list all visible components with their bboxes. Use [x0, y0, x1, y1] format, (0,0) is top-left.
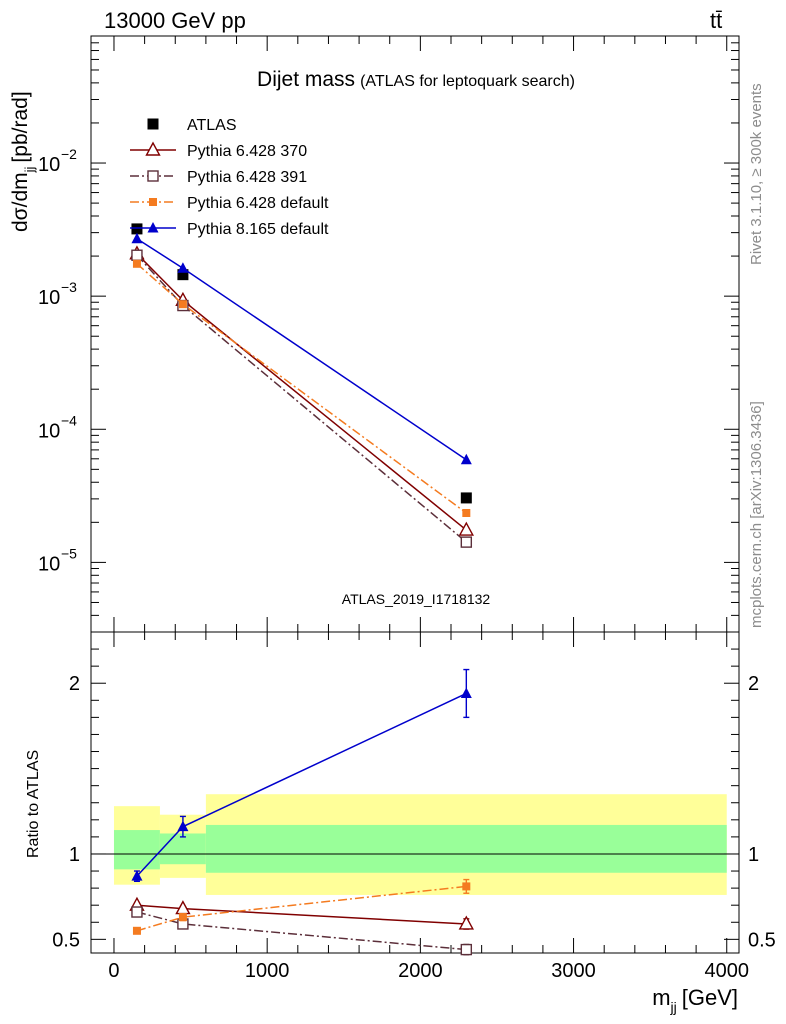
data-point	[131, 223, 143, 235]
x-axis-label-sub: jj	[670, 999, 677, 1015]
y-tick-label-exp: −2	[61, 146, 77, 162]
chart-title: Dijet mass (ATLAS for leptoquark search)	[257, 68, 575, 91]
legend-marker	[149, 198, 157, 206]
ratio-data-point	[458, 915, 474, 930]
x-tick-label: 2000	[398, 960, 443, 982]
legend-marker	[147, 118, 159, 130]
x-tick-label: 0	[108, 960, 119, 982]
rivet-label: Rivet 3.1.10, ≥ 300k events	[748, 83, 765, 265]
ratio-data-point	[131, 870, 143, 881]
y-tick-label-base: 10	[38, 287, 60, 309]
chart-title-main: Dijet mass	[257, 68, 355, 91]
ratio-data-point	[131, 906, 143, 918]
ratio-panel: 0.5 0.5 1 1 2 2 0 1000 2000 3000 4000 Ratio to ATLA…	[25, 631, 776, 1015]
ratio-data-point	[178, 913, 187, 922]
ratio-y-tick-label-right: 2	[748, 673, 759, 695]
uncertainty-band-inner	[113, 830, 160, 870]
series-0	[131, 223, 472, 504]
data-point	[460, 536, 473, 548]
ratio-y-tick-label: 2	[69, 673, 80, 695]
legend-marker	[147, 170, 159, 182]
legend-item: Pythia 6.428 default	[130, 195, 329, 212]
legend-item: Pythia 6.428 370	[130, 141, 307, 160]
analysis-watermark: ATLAS_2019_I1718132	[342, 591, 491, 607]
data-point	[460, 492, 472, 504]
y-axis-label-unit: [pb/rad]	[9, 91, 32, 162]
ratio-series-2	[132, 878, 471, 935]
data-point	[178, 300, 187, 309]
ratio-y-tick-label: 1	[69, 844, 80, 866]
series-4	[131, 232, 472, 465]
data-point	[458, 521, 474, 536]
x-axis-label-unit: [GeV]	[682, 985, 738, 1010]
data-point	[462, 508, 471, 517]
y-tick-label: 10 −4	[38, 412, 77, 442]
uncertainty-band-inner	[205, 824, 727, 873]
ratio-data-point	[460, 687, 472, 698]
ratio-y-tick-label-right: 0.5	[748, 929, 776, 951]
x-axis-label: mjj [GeV]	[652, 985, 738, 1015]
x-tick-label: 1000	[245, 960, 290, 982]
y-tick-label-exp: −5	[61, 545, 77, 561]
x-axis-label-main: m	[652, 985, 670, 1010]
y-tick-label: 10 −2	[38, 146, 77, 176]
y-tick-label-base: 10	[38, 420, 60, 442]
y-tick-label: 10 −3	[38, 279, 77, 309]
data-point	[177, 269, 189, 281]
legend-marker	[147, 222, 159, 233]
data-point	[132, 259, 141, 268]
energy-label: 13000 GeV pp	[104, 8, 246, 33]
y-axis-label: dσ/dmjj [pb/rad]	[9, 91, 37, 232]
ratio-y-tick-label: 0.5	[52, 929, 80, 951]
data-point	[131, 232, 143, 244]
y-tick-label-exp: −3	[61, 279, 77, 295]
data-point	[177, 262, 189, 273]
series-line	[136, 263, 467, 514]
data-point	[131, 249, 143, 261]
legend-label: ATLAS	[187, 117, 237, 134]
y-tick-label-base: 10	[38, 553, 60, 575]
source-label: mcplots.cern.ch [arXiv:1306.3436]	[748, 401, 765, 628]
legend-label: Pythia 8.165 default	[187, 221, 329, 238]
ratio-series-3	[131, 668, 472, 882]
legend: ATLAS Pythia 6.428 370 Pythia 6.428 391 Pyt…	[130, 117, 329, 238]
y-tick-label-base: 10	[38, 154, 60, 176]
legend-label: Pythia 6.428 370	[187, 143, 307, 160]
chart-title-subtitle: (ATLAS for leptoquark search)	[360, 73, 575, 90]
y-axis-label-sub: jj	[22, 166, 37, 173]
ratio-y-axis-label: Ratio to ATLAS	[25, 750, 42, 858]
data-point	[460, 453, 472, 465]
ratio-data-point	[462, 882, 471, 891]
ratio-data-point	[132, 926, 141, 935]
legend-item: Pythia 6.428 391	[130, 169, 307, 186]
ratio-data-point	[460, 943, 473, 956]
uncertainty-band-inner	[159, 833, 206, 865]
ratio-frame	[90, 631, 740, 954]
legend-item: ATLAS	[147, 117, 237, 134]
x-tick-label: 4000	[704, 960, 749, 982]
legend-label: Pythia 6.428 default	[187, 195, 329, 212]
legend-label: Pythia 6.428 391	[187, 169, 307, 186]
ratio-y-tick-label-right: 1	[748, 844, 759, 866]
y-tick-label: 10 −5	[38, 545, 77, 575]
y-tick-label-exp: −4	[61, 412, 77, 428]
y-axis-label-main: dσ/dm	[9, 172, 32, 232]
series-3	[132, 259, 471, 517]
process-label: tt̄	[710, 8, 722, 33]
legend-marker	[145, 141, 161, 156]
legend-item: Pythia 8.165 default	[130, 221, 329, 238]
x-tick-label: 3000	[551, 960, 596, 982]
ratio-data-point	[177, 820, 189, 832]
